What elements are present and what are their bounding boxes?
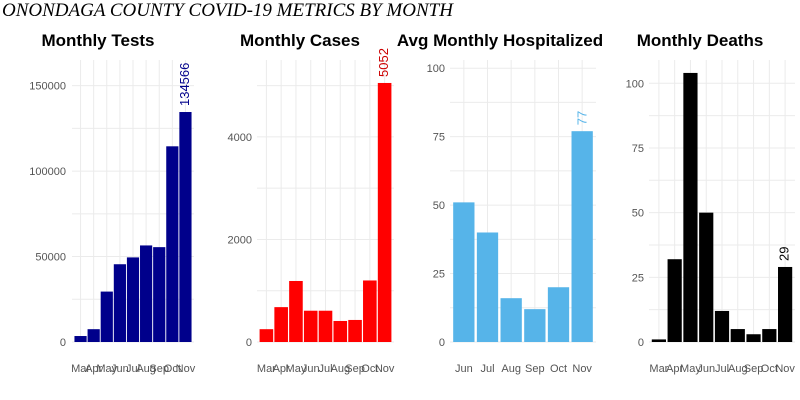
bar xyxy=(179,112,192,343)
x-tick-label: Apr xyxy=(85,363,102,375)
y-tick-label: 75 xyxy=(632,143,644,155)
bar xyxy=(476,232,499,342)
x-tick-label: Aug xyxy=(501,363,521,375)
panel-title: Monthly Cases xyxy=(240,31,360,50)
data-label: 134566 xyxy=(177,63,192,106)
bar xyxy=(289,280,303,342)
bar xyxy=(74,336,87,342)
x-tick-label: Nov xyxy=(176,363,196,375)
bar xyxy=(126,257,140,342)
bar xyxy=(651,339,666,342)
bar xyxy=(699,212,714,342)
y-tick-label: 100 xyxy=(427,63,445,75)
x-tick-label: Jul xyxy=(715,363,729,375)
data-label: 5052 xyxy=(376,48,391,77)
x-tick-label: May xyxy=(286,363,307,375)
x-tick-label: May xyxy=(96,363,117,375)
bar xyxy=(453,202,475,342)
x-tick-label: Oct xyxy=(550,363,567,375)
x-tick-label: Jun xyxy=(697,363,715,375)
bar xyxy=(762,329,777,342)
bar xyxy=(113,264,126,342)
x-tick-label: Nov xyxy=(775,363,795,375)
x-tick-label: Jun xyxy=(302,363,320,375)
bar xyxy=(259,329,274,342)
bar xyxy=(524,309,546,342)
bar xyxy=(730,329,745,342)
y-tick-label: 100000 xyxy=(29,166,66,178)
bar xyxy=(571,131,593,342)
x-tick-label: Aug xyxy=(728,363,748,375)
bar xyxy=(778,266,793,342)
main-title: ONONDAGA COUNTY COVID-19 METRICS BY MONT… xyxy=(2,0,453,21)
x-tick-label: Sep xyxy=(744,363,764,375)
x-tick-label: Aug xyxy=(330,363,350,375)
x-tick-label: Jun xyxy=(455,363,473,375)
x-tick-label: Jun xyxy=(111,363,129,375)
y-tick-label: 50 xyxy=(632,208,644,220)
panel-title: Monthly Tests xyxy=(41,31,154,50)
panel-title: Monthly Deaths xyxy=(637,31,764,50)
bar xyxy=(274,307,288,342)
x-tick-label: Oct xyxy=(164,363,181,375)
y-tick-label: 2000 xyxy=(228,234,252,246)
y-tick-label: 150000 xyxy=(29,81,66,93)
x-tick-label: May xyxy=(680,363,701,375)
y-tick-label: 0 xyxy=(439,337,445,349)
panel-title: Avg Monthly Hospitalized xyxy=(397,31,603,50)
y-tick-label: 50 xyxy=(433,200,445,212)
x-tick-label: Mar xyxy=(71,363,90,375)
y-tick-label: 25 xyxy=(433,269,445,281)
bar xyxy=(667,259,682,342)
bar xyxy=(303,310,318,342)
x-tick-label: Jul xyxy=(126,363,140,375)
bar xyxy=(153,247,166,342)
bar xyxy=(166,146,179,342)
y-tick-label: 4000 xyxy=(228,132,252,144)
y-tick-label: 0 xyxy=(246,337,252,349)
bar xyxy=(683,72,698,342)
x-tick-label: Oct xyxy=(761,363,778,375)
y-tick-label: 25 xyxy=(632,272,644,284)
bar xyxy=(714,310,730,342)
x-tick-label: Sep xyxy=(149,363,169,375)
x-tick-label: Sep xyxy=(345,363,365,375)
y-tick-label: 0 xyxy=(60,337,66,349)
bar xyxy=(348,319,362,342)
y-tick-label: 50000 xyxy=(35,252,66,264)
bar xyxy=(377,82,392,342)
x-tick-label: Jul xyxy=(480,363,494,375)
x-tick-label: Nov xyxy=(375,363,395,375)
x-tick-label: Nov xyxy=(572,363,592,375)
bar xyxy=(500,298,522,342)
x-tick-label: Apr xyxy=(666,363,683,375)
data-label: 29 xyxy=(777,247,792,261)
bar xyxy=(333,320,348,342)
y-tick-label: 0 xyxy=(638,337,644,349)
bar xyxy=(547,287,570,342)
x-tick-label: Mar xyxy=(257,363,276,375)
bar xyxy=(363,280,377,342)
bar xyxy=(100,291,113,342)
x-tick-label: Mar xyxy=(649,363,668,375)
x-tick-label: Sep xyxy=(525,363,545,375)
x-tick-label: Jul xyxy=(318,363,332,375)
bar xyxy=(140,245,153,342)
x-tick-label: Oct xyxy=(361,363,378,375)
y-tick-label: 75 xyxy=(433,132,445,144)
bar xyxy=(746,334,761,342)
x-tick-label: Aug xyxy=(136,363,156,375)
bar xyxy=(318,310,333,342)
data-label: 77 xyxy=(575,111,590,125)
bar xyxy=(87,329,100,342)
y-tick-label: 100 xyxy=(626,78,644,90)
x-tick-label: Apr xyxy=(273,363,290,375)
